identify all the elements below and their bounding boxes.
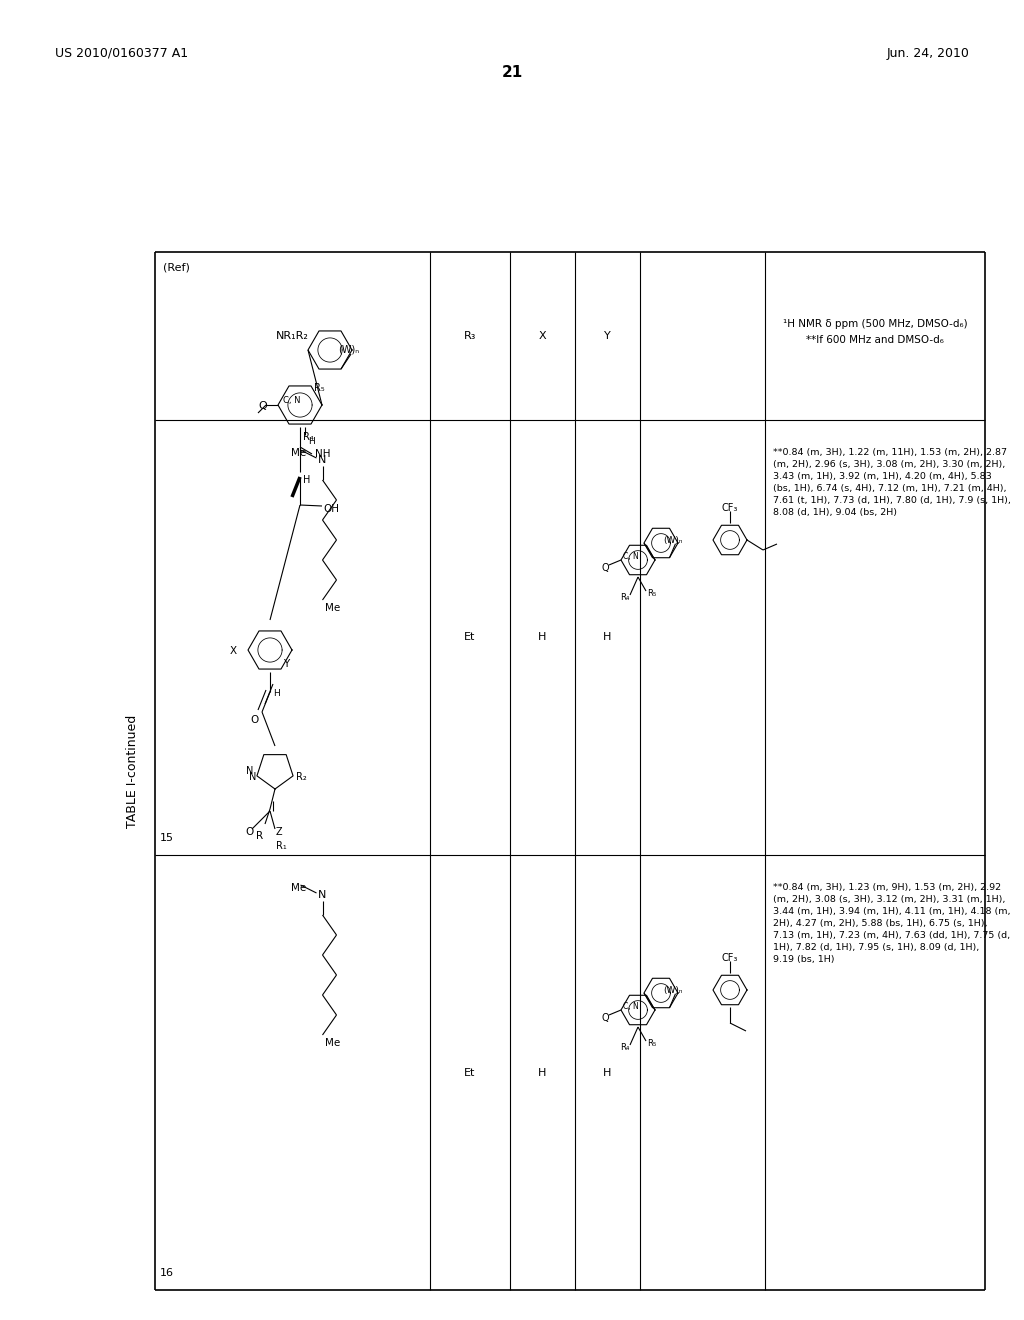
Text: H: H (603, 632, 611, 643)
Text: (Ref): (Ref) (163, 261, 189, 272)
Text: 7.61 (t, 1H), 7.73 (d, 1H), 7.80 (d, 1H), 7.9 (s, 1H),: 7.61 (t, 1H), 7.73 (d, 1H), 7.80 (d, 1H)… (773, 496, 1011, 506)
Text: (m, 2H), 2.96 (s, 3H), 3.08 (m, 2H), 3.30 (m, 2H),: (m, 2H), 2.96 (s, 3H), 3.08 (m, 2H), 3.3… (773, 459, 1006, 469)
Text: R₂: R₂ (296, 772, 307, 781)
Text: **0.84 (m, 3H), 1.22 (m, 11H), 1.53 (m, 2H), 2.87: **0.84 (m, 3H), 1.22 (m, 11H), 1.53 (m, … (773, 447, 1007, 457)
Text: 15: 15 (160, 833, 174, 843)
Text: 7.13 (m, 1H), 7.23 (m, 4H), 7.63 (dd, 1H), 7.75 (d,: 7.13 (m, 1H), 7.23 (m, 4H), 7.63 (dd, 1H… (773, 931, 1010, 940)
Text: X: X (539, 331, 547, 341)
Text: R: R (256, 832, 263, 841)
Text: Et: Et (464, 632, 476, 643)
Text: Y: Y (283, 659, 289, 669)
Text: R₃: R₃ (464, 331, 476, 341)
Text: CF₃: CF₃ (722, 953, 738, 964)
Text: H: H (303, 475, 310, 484)
Text: R₅: R₅ (647, 1039, 656, 1048)
Text: R₅: R₅ (314, 383, 325, 393)
Text: (W)ₙ: (W)ₙ (663, 986, 682, 995)
Text: Et: Et (464, 1068, 476, 1077)
Text: Q: Q (601, 564, 608, 573)
Text: C, N: C, N (624, 1002, 639, 1011)
Text: X: X (230, 645, 238, 656)
Text: **0.84 (m, 3H), 1.23 (m, 9H), 1.53 (m, 2H), 2.92: **0.84 (m, 3H), 1.23 (m, 9H), 1.53 (m, 2… (773, 883, 1001, 892)
Text: NR₁R₂: NR₁R₂ (276, 331, 309, 341)
Text: H: H (308, 437, 314, 446)
Text: O: O (245, 828, 253, 837)
Text: 1H), 7.82 (d, 1H), 7.95 (s, 1H), 8.09 (d, 1H),: 1H), 7.82 (d, 1H), 7.95 (s, 1H), 8.09 (d… (773, 942, 979, 952)
Text: (bs, 1H), 6.74 (s, 4H), 7.12 (m, 1H), 7.21 (m, 4H),: (bs, 1H), 6.74 (s, 4H), 7.12 (m, 1H), 7.… (773, 484, 1007, 492)
Text: (W)ₙ: (W)ₙ (339, 345, 359, 354)
Text: N: N (318, 455, 327, 465)
Text: Z: Z (276, 828, 283, 837)
Text: 9.19 (bs, 1H): 9.19 (bs, 1H) (773, 954, 835, 964)
Text: N: N (249, 772, 256, 781)
Text: ¹H NMR δ ppm (500 MHz, DMSO-d₆): ¹H NMR δ ppm (500 MHz, DMSO-d₆) (782, 319, 968, 329)
Text: R₁: R₁ (276, 841, 287, 851)
Text: **If 600 MHz and DMSO-d₆: **If 600 MHz and DMSO-d₆ (806, 335, 944, 345)
Text: 16: 16 (160, 1269, 174, 1278)
Text: 8.08 (d, 1H), 9.04 (bs, 2H): 8.08 (d, 1H), 9.04 (bs, 2H) (773, 508, 897, 517)
Text: R₅: R₅ (647, 589, 656, 598)
Text: Y: Y (604, 331, 611, 341)
Text: Me: Me (326, 1038, 341, 1048)
Text: NH: NH (315, 449, 331, 459)
Text: Me: Me (291, 883, 306, 894)
Text: R₄: R₄ (620, 593, 630, 602)
Text: R₄: R₄ (620, 1043, 630, 1052)
Text: OH: OH (323, 504, 339, 513)
Text: C, N: C, N (624, 553, 639, 561)
Text: H: H (273, 689, 280, 698)
Text: 3.44 (m, 1H), 3.94 (m, 1H), 4.11 (m, 1H), 4.18 (m,: 3.44 (m, 1H), 3.94 (m, 1H), 4.11 (m, 1H)… (773, 907, 1011, 916)
Text: US 2010/0160377 A1: US 2010/0160377 A1 (55, 48, 188, 59)
Text: O: O (250, 715, 258, 725)
Text: TABLE I-continued: TABLE I-continued (127, 714, 139, 828)
Text: Me: Me (326, 603, 341, 612)
Text: C, N: C, N (284, 396, 301, 405)
Text: Jun. 24, 2010: Jun. 24, 2010 (886, 48, 969, 59)
Text: 3.43 (m, 1H), 3.92 (m, 1H), 4.20 (m, 4H), 5.83: 3.43 (m, 1H), 3.92 (m, 1H), 4.20 (m, 4H)… (773, 473, 992, 480)
Text: H: H (539, 1068, 547, 1077)
Text: Q: Q (601, 1012, 608, 1023)
Text: H: H (539, 632, 547, 643)
Text: 21: 21 (502, 65, 522, 81)
Text: Me: Me (291, 447, 306, 458)
Text: N: N (318, 890, 327, 900)
Text: H: H (603, 1068, 611, 1077)
Text: (m, 2H), 3.08 (s, 3H), 3.12 (m, 2H), 3.31 (m, 1H),: (m, 2H), 3.08 (s, 3H), 3.12 (m, 2H), 3.3… (773, 895, 1006, 904)
Text: Q: Q (258, 401, 266, 411)
Text: 2H), 4.27 (m, 2H), 5.88 (bs, 1H), 6.75 (s, 1H),: 2H), 4.27 (m, 2H), 5.88 (bs, 1H), 6.75 (… (773, 919, 987, 928)
Text: CF₃: CF₃ (722, 503, 738, 513)
Text: N: N (246, 766, 253, 776)
Text: R₄: R₄ (303, 432, 313, 442)
Text: (W)ₙ: (W)ₙ (663, 536, 682, 545)
